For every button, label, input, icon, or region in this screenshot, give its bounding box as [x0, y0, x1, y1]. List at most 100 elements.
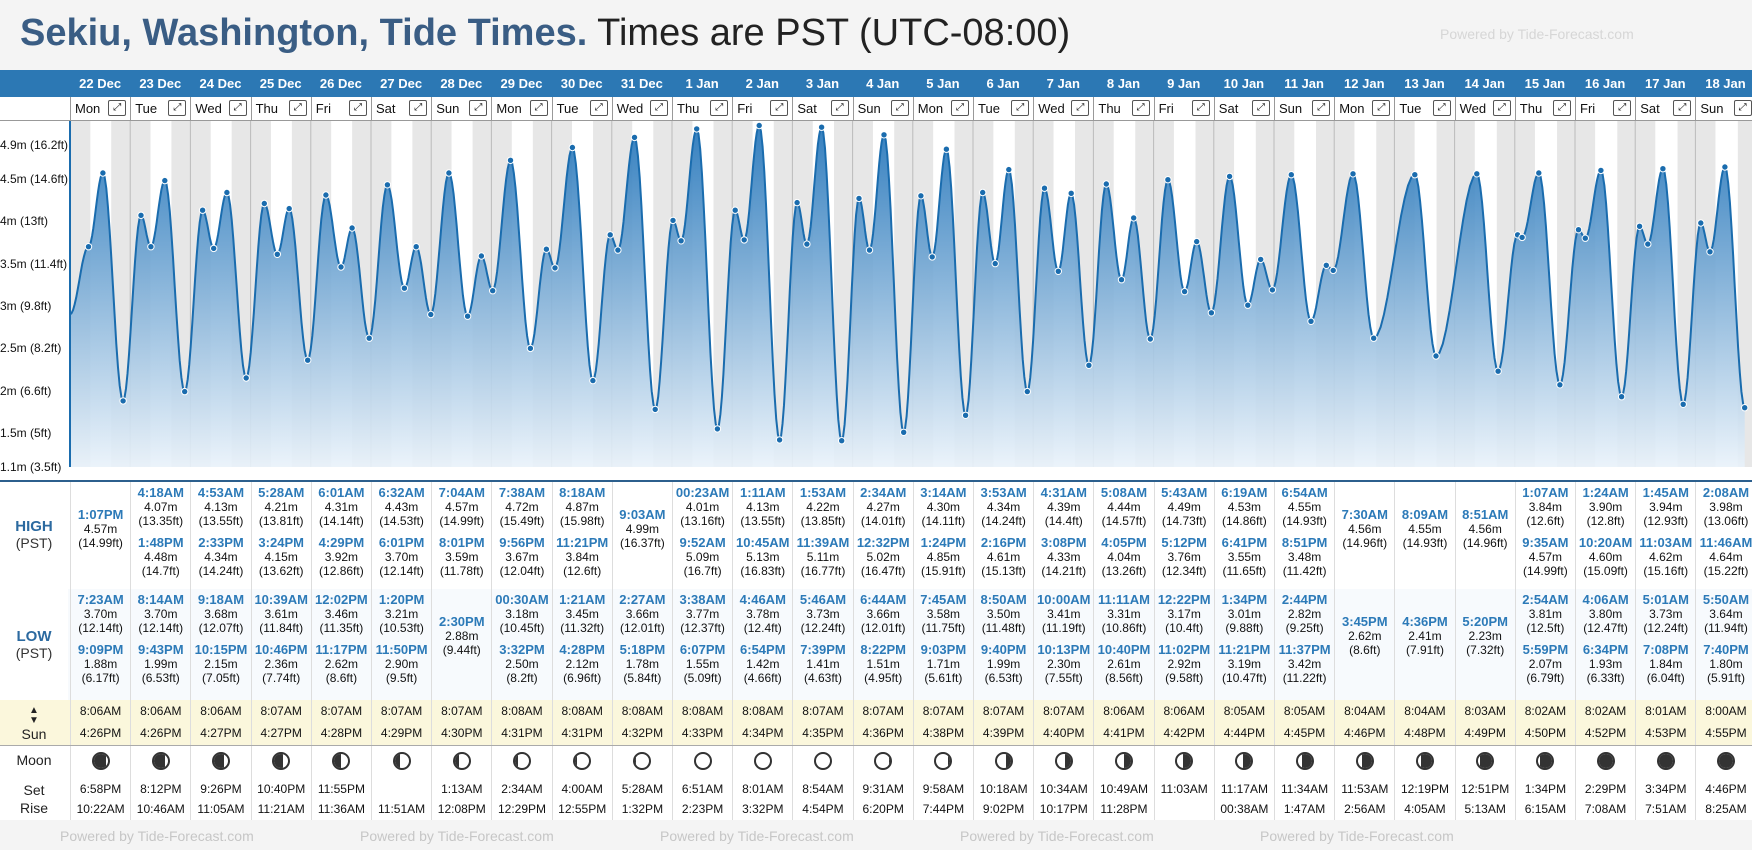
moonset-time: 1:13AM [441, 782, 483, 796]
expand-icon[interactable]: ⤢ [348, 100, 367, 116]
sunrise-time: 8:08AM [681, 704, 724, 718]
expand-icon[interactable]: ⤢ [589, 100, 608, 116]
expand-icon[interactable]: ⤢ [168, 100, 187, 116]
tide-height-ft: (9.25ft) [1285, 621, 1324, 635]
expand-icon[interactable]: ⤢ [1191, 100, 1210, 116]
powered-by-link[interactable]: Powered by Tide-Forecast.com [360, 828, 554, 844]
tide-time: 12:32PM [856, 535, 910, 550]
expand-icon[interactable]: ⤢ [1251, 100, 1270, 116]
expand-icon[interactable]: ⤢ [228, 100, 247, 116]
moon-phase-icon [1295, 752, 1314, 770]
moon-phase-icon [994, 752, 1013, 770]
tide-table: 22 Dec 23 Dec 24 Dec 25 Dec 26 Dec 27 Dec 28 D… [0, 70, 1752, 850]
moon-day-column: 9:58AM 7:44PM [912, 746, 973, 820]
date-header: 26 Dec [319, 76, 362, 91]
tide-height-m: 2.62m [324, 657, 359, 671]
expand-icon[interactable]: ⤢ [1071, 100, 1090, 116]
tide-height-ft: (15.98ft) [559, 514, 605, 528]
expand-icon[interactable]: ⤢ [649, 100, 668, 116]
moon-phase-icon [1656, 752, 1675, 770]
expand-icon[interactable]: ⤢ [890, 100, 909, 116]
expand-icon[interactable]: ⤢ [1733, 100, 1752, 116]
powered-by-link[interactable]: Powered by Tide-Forecast.com [60, 828, 254, 844]
high-tide-entry: 1:11AM 4.13m (13.55ft) [733, 486, 792, 529]
sunrise-time: 8:07AM [922, 704, 965, 718]
low-tide-entry: 5:46AM 3.73m (12.24ft) [793, 593, 852, 636]
date-header: 16 Jan [1584, 76, 1626, 91]
tide-height-m: 3.92m [324, 550, 359, 564]
high-tide-entry: 9:35AM 4.57m (14.99ft) [1516, 536, 1575, 579]
sun-day-column: 8:08AM 4:32PM [611, 700, 672, 745]
expand-icon[interactable]: ⤢ [1372, 100, 1391, 116]
sunrise-time: 8:07AM [982, 704, 1025, 718]
expand-icon[interactable]: ⤢ [469, 100, 488, 116]
expand-icon[interactable]: ⤢ [409, 100, 428, 116]
tide-point [855, 194, 863, 203]
expand-icon[interactable]: ⤢ [950, 100, 969, 116]
moonset-time: 9:26PM [200, 782, 242, 796]
expand-icon[interactable]: ⤢ [1011, 100, 1030, 116]
powered-by-link[interactable]: Powered by Tide-Forecast.com [1260, 828, 1454, 844]
sunrise-time: 8:08AM [621, 704, 664, 718]
tide-time: 12:22PM [1157, 592, 1211, 607]
low-tide-entry: 10:13PM 2.30m (7.55ft) [1034, 643, 1093, 686]
expand-icon[interactable]: ⤢ [529, 100, 548, 116]
sun-day-column: 8:07AM 4:40PM [1033, 700, 1093, 745]
expand-icon[interactable]: ⤢ [108, 100, 127, 116]
expand-icon[interactable]: ⤢ [710, 100, 729, 116]
tide-point [740, 236, 748, 244]
tide-height-ft: (11.35ft) [319, 621, 364, 635]
expand-icon[interactable]: ⤢ [770, 100, 789, 116]
expand-icon[interactable]: ⤢ [1432, 100, 1451, 116]
weekday-cell: Mon ⤢ [70, 97, 130, 120]
weekday-cell: Sun ⤢ [1695, 97, 1752, 120]
low-tide-entry: 5:18PM 1.78m (5.84ft) [613, 643, 672, 686]
expand-icon[interactable]: ⤢ [1673, 100, 1692, 116]
expand-icon[interactable]: ⤢ [1492, 100, 1511, 116]
tide-height-ft: (7.05ft) [201, 671, 240, 685]
sun-day-column: 8:06AM 4:27PM [190, 700, 250, 745]
moon-shadow [1302, 754, 1312, 768]
powered-by-link[interactable]: Powered by Tide-Forecast.com [660, 828, 854, 844]
expand-icon[interactable]: ⤢ [288, 100, 307, 116]
weekday-cell: Thu ⤢ [250, 97, 311, 120]
date-header: 22 Dec [79, 76, 122, 91]
sunset-time: 4:55PM [1705, 726, 1747, 740]
tide-point [223, 188, 231, 197]
tide-point [1535, 169, 1543, 177]
moon-phase-icon [1476, 752, 1495, 770]
tide-time: 11:37PM [1278, 642, 1331, 657]
tide-height-m: 3.41m [1047, 607, 1081, 621]
tide-height-m: 1.99m [144, 657, 178, 671]
tide-height-ft: (15.49ft) [499, 514, 545, 528]
tide-height-ft: (15.91ft) [921, 564, 966, 578]
expand-icon[interactable]: ⤢ [1552, 100, 1571, 116]
expand-icon[interactable]: ⤢ [1131, 100, 1150, 116]
moonset-time: 6:58PM [79, 782, 122, 796]
powered-by-link[interactable]: Powered by Tide-Forecast.com [1440, 26, 1634, 42]
tide-height-m: 1.84m [1649, 657, 1683, 671]
powered-by-link[interactable]: Powered by Tide-Forecast.com [960, 828, 1154, 844]
weekday-cell: Tue ⤢ [1394, 97, 1454, 120]
expand-icon[interactable]: ⤢ [830, 100, 849, 116]
expand-icon[interactable]: ⤢ [1613, 100, 1632, 116]
tide-height-m: 4.56m [1348, 522, 1382, 536]
weekday-cell: Wed ⤢ [190, 97, 250, 120]
tide-height-m: 3.94m [1649, 500, 1683, 514]
moon-phase-icon [1114, 752, 1133, 770]
date-header: 23 Dec [139, 76, 182, 91]
low-tide-entry: 3:38AM 3.77m (12.37ft) [673, 593, 732, 636]
tide-height-m: 3.68m [204, 607, 238, 621]
tide-height-ft: (13.06ft) [1703, 514, 1749, 528]
tide-point [669, 216, 677, 225]
tide-time: 8:51AM [1462, 507, 1509, 522]
tide-time: 11:39AM [796, 535, 850, 550]
low-tide-entry: 11:02PM 2.92m (9.58ft) [1155, 643, 1214, 686]
tide-point [119, 397, 127, 405]
tide-day-column: 7:38AM 4.72m (15.49ft) 9:56PM 3.67m (12.04ft)… [491, 482, 551, 700]
tide-time: 1:48PM [138, 535, 184, 550]
expand-icon[interactable]: ⤢ [1312, 100, 1331, 116]
tide-height-m: 1.42m [746, 657, 780, 671]
tide-point [1023, 387, 1032, 396]
high-tide-entry: 1:07PM 4.57m (14.99ft) [71, 508, 130, 551]
